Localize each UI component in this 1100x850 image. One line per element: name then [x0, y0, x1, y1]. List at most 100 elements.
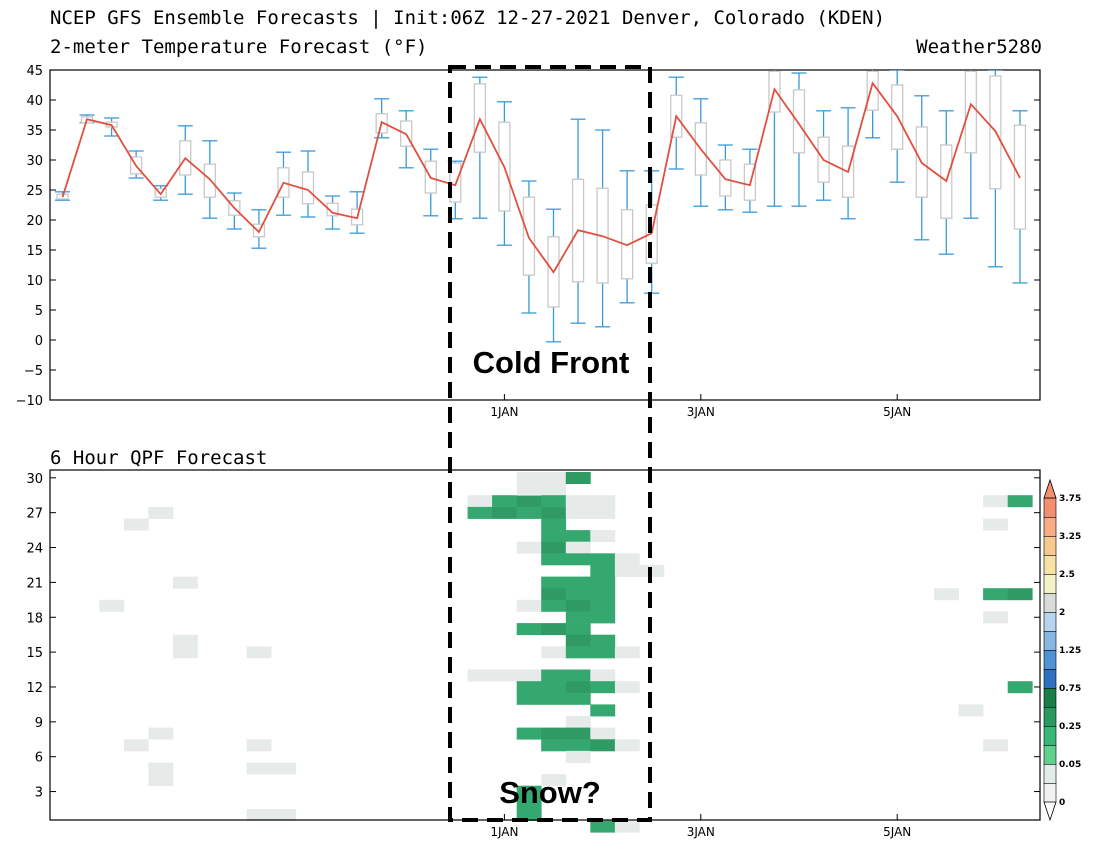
- qpf-cell: [541, 669, 567, 682]
- qpf-cell: [565, 681, 591, 694]
- qpf-cell: [565, 716, 591, 728]
- qpf-cell: [590, 530, 616, 543]
- qpf-cell: [590, 727, 616, 740]
- qpf-cell: [590, 576, 616, 589]
- qpf-cell: [983, 495, 1008, 508]
- colorbar-segment: [1043, 516, 1057, 537]
- temp-y-tick-label: 10: [26, 274, 43, 289]
- qpf-cell: [590, 669, 616, 682]
- qpf-cell: [246, 762, 272, 775]
- qpf-cell: [516, 797, 542, 810]
- temp-box: [866, 70, 879, 111]
- temperature-panel: −10 −5 0 5 10 15 20 25 30 35 40 45 1JAN 3JAN 5JAN: [16, 64, 1041, 419]
- qpf-x-tick-label: 5JAN: [883, 825, 911, 839]
- temp-box: [964, 70, 977, 154]
- qpf-cell: [590, 739, 616, 752]
- colorbar-top-arrow: [1043, 478, 1057, 499]
- qpf-cell: [246, 646, 272, 659]
- qpf-cell: [123, 518, 149, 531]
- qpf-y-tick-label: 6: [35, 751, 43, 766]
- temp-y-tick-label: 20: [26, 214, 43, 229]
- qpf-cell: [516, 681, 542, 694]
- qpf-cell: [565, 530, 591, 543]
- qpf-cell: [590, 565, 616, 577]
- figure-title: NCEP GFS Ensemble Forecasts | Init:06Z 1…: [50, 7, 885, 29]
- qpf-panel: 3 6 9 12 15 18 21 24 27 30 1JAN 3JAN 5JAN: [26, 469, 1041, 839]
- qpf-cell: [516, 472, 542, 484]
- qpf-cell: [467, 506, 493, 519]
- qpf-cell: [541, 530, 567, 543]
- colorbar-bottom-arrow: [1043, 801, 1057, 822]
- colorbar-segment: [1043, 630, 1057, 651]
- qpf-cell: [565, 634, 591, 647]
- qpf-cell: [467, 669, 493, 682]
- qpf-cell: [983, 739, 1008, 752]
- colorbar-segment: [1043, 592, 1057, 613]
- temp-y-tick-label: −5: [24, 364, 43, 379]
- qpf-cell: [541, 739, 567, 752]
- colorbar-segment: [1043, 554, 1057, 575]
- colorbar-label: 0.25: [1059, 722, 1081, 732]
- qpf-cell: [541, 623, 567, 636]
- qpf-cell: [516, 495, 542, 508]
- temp-y-tick-label: 25: [26, 184, 43, 199]
- temp-y-tick-label: 0: [35, 334, 43, 349]
- qpf-cell: [541, 541, 567, 554]
- temp-x-tick-label: 3JAN: [687, 405, 715, 419]
- qpf-cell: [246, 739, 272, 752]
- qpf-cell: [590, 681, 616, 694]
- qpf-cell: [958, 704, 984, 717]
- colorbar-segment: [1043, 687, 1057, 708]
- temp-mean-line: [61, 81, 1021, 274]
- qpf-cell: [565, 588, 591, 601]
- qpf-cell: [614, 739, 640, 752]
- qpf-cell: [590, 646, 616, 659]
- colorbar-label: 1.25: [1059, 646, 1081, 656]
- qpf-cell: [516, 483, 542, 496]
- temp-box: [301, 171, 315, 205]
- qpf-cell: [516, 727, 542, 740]
- qpf-cell: [541, 646, 567, 659]
- qpf-cell: [173, 646, 198, 659]
- qpf-title: 6 Hour QPF Forecast: [50, 447, 267, 469]
- colorbar-label: 0: [1059, 798, 1065, 808]
- qpf-cell: [590, 553, 616, 566]
- qpf-cell: [492, 495, 517, 508]
- qpf-cell: [565, 623, 591, 636]
- credit-label: Weather5280: [916, 36, 1042, 58]
- qpf-cell: [541, 599, 567, 612]
- qpf-cell: [1007, 495, 1033, 508]
- colorbar-segment: [1043, 782, 1057, 803]
- colorbar-label: 2: [1059, 608, 1065, 618]
- qpf-cell: [271, 762, 297, 775]
- qpf-cell: [516, 692, 542, 705]
- temp-ensemble-box: [300, 150, 316, 218]
- qpf-y-tick-label: 24: [26, 542, 43, 557]
- qpf-cell: [565, 611, 591, 624]
- colorbar-segment: [1043, 497, 1057, 518]
- qpf-cell: [614, 820, 640, 833]
- qpf-cell: [492, 669, 517, 682]
- qpf-cell: [516, 669, 542, 682]
- qpf-cell: [590, 495, 616, 508]
- qpf-y-tick-label: 18: [26, 611, 43, 626]
- qpf-cell: [1007, 588, 1033, 601]
- qpf-cell: [1007, 681, 1033, 694]
- qpf-y-tick-label: 12: [26, 681, 43, 696]
- temp-box: [203, 163, 216, 198]
- qpf-cell: [541, 483, 567, 496]
- qpf-cell: [983, 588, 1008, 601]
- temp-ensemble-box: [791, 72, 807, 207]
- qpf-cell: [541, 472, 567, 484]
- qpf-cell: [148, 774, 174, 787]
- qpf-cell: [565, 646, 591, 659]
- qpf-cell: [614, 565, 640, 577]
- temp-box: [792, 89, 806, 154]
- qpf-cell: [983, 611, 1008, 624]
- temp-y-tick-label: 35: [26, 124, 43, 139]
- qpf-cell: [467, 495, 493, 508]
- qpf-cell: [565, 599, 591, 612]
- qpf-cell: [516, 506, 542, 519]
- qpf-cell: [565, 692, 591, 705]
